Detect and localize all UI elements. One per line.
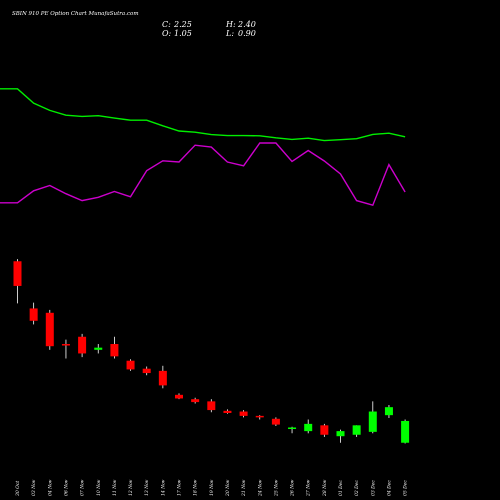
x-tick-label: 19 Nov bbox=[209, 479, 215, 496]
candle bbox=[158, 365, 167, 389]
x-tick-label: 03 Nov bbox=[31, 479, 37, 496]
x-tick-label: 03 Dec bbox=[370, 480, 376, 496]
x-tick-label: 04 Dec bbox=[386, 480, 392, 496]
candle bbox=[142, 366, 151, 376]
candle bbox=[207, 399, 216, 413]
close-value: 2.25 bbox=[173, 20, 192, 29]
candle-body bbox=[61, 344, 70, 346]
candle bbox=[255, 415, 264, 420]
chart-title: SBIN 910 PE Option Chart MunafaSutra.com bbox=[12, 11, 139, 17]
close-label: C: bbox=[162, 20, 171, 29]
candle bbox=[271, 417, 280, 427]
x-tick-label: 28 Nov bbox=[322, 479, 328, 497]
magenta-indicator-line bbox=[0, 142, 406, 207]
open-label: O: bbox=[162, 29, 172, 38]
candle bbox=[352, 425, 361, 437]
candle-body bbox=[288, 427, 297, 429]
open-value: 1.05 bbox=[174, 29, 192, 38]
x-tick-label: 12 Nov bbox=[128, 479, 134, 496]
candle bbox=[304, 419, 313, 434]
candle-body bbox=[126, 360, 135, 370]
x-tick-label: 20 Nov bbox=[225, 479, 231, 497]
candle-body bbox=[207, 401, 216, 411]
candle-body bbox=[223, 410, 232, 413]
x-tick-label: 05 Dec bbox=[403, 480, 409, 496]
green-indicator-line bbox=[0, 88, 406, 142]
candle-body bbox=[94, 347, 103, 350]
x-tick-label: 11 Nov bbox=[112, 479, 118, 496]
x-tick-label: 18 Nov bbox=[193, 479, 199, 496]
candle-body bbox=[368, 411, 377, 432]
x-tick-label: 13 Nov bbox=[144, 479, 150, 496]
low-value: 0.90 bbox=[238, 29, 256, 38]
low-label: L: bbox=[225, 29, 234, 38]
candle bbox=[78, 333, 87, 358]
x-axis: 30 Oct 03 Nov 04 Nov 06 Nov 07 Nov 10 Nov 11 N… bbox=[15, 479, 409, 497]
candle-body bbox=[320, 425, 329, 435]
x-tick-label: 17 Nov bbox=[177, 479, 183, 496]
candle-body bbox=[255, 415, 264, 418]
ohlc-readout: C: 2.25 H: 2.40 O: 1.05 L: 0.90 bbox=[162, 20, 256, 38]
candles bbox=[13, 259, 410, 444]
candle-body bbox=[352, 425, 361, 435]
candle bbox=[384, 404, 393, 419]
candle bbox=[239, 410, 248, 418]
candle-body bbox=[239, 411, 248, 416]
candle-body bbox=[110, 344, 119, 357]
candle bbox=[126, 359, 135, 371]
candle-body bbox=[45, 312, 54, 347]
candle bbox=[223, 409, 232, 414]
candle-body bbox=[271, 418, 280, 425]
candle bbox=[288, 426, 297, 434]
candle bbox=[61, 339, 70, 359]
candle bbox=[29, 302, 38, 325]
candle bbox=[175, 393, 183, 400]
candle bbox=[13, 259, 22, 304]
candle bbox=[368, 401, 377, 434]
candle-body bbox=[158, 370, 167, 386]
x-tick-label: 25 Nov bbox=[273, 479, 279, 497]
x-tick-label: 04 Nov bbox=[47, 479, 53, 496]
candle bbox=[110, 336, 119, 359]
x-tick-label: 01 Dec bbox=[338, 480, 344, 496]
x-tick-label: 27 Nov bbox=[306, 479, 312, 497]
candle-body bbox=[384, 407, 393, 416]
candle-body bbox=[142, 368, 151, 374]
x-tick-label: 26 Nov bbox=[290, 479, 296, 497]
candle-body bbox=[29, 308, 38, 321]
candle-body bbox=[336, 431, 345, 437]
candle-body bbox=[191, 399, 200, 403]
indicator-lines bbox=[0, 88, 406, 207]
x-tick-label: 02 Dec bbox=[354, 480, 360, 496]
candle bbox=[45, 309, 54, 350]
candle bbox=[336, 429, 345, 443]
x-tick-label: 30 Oct bbox=[15, 481, 21, 496]
x-tick-label: 10 Nov bbox=[96, 479, 102, 496]
candle-body bbox=[13, 261, 22, 286]
candle bbox=[320, 423, 329, 437]
high-value: 2.40 bbox=[237, 20, 256, 29]
candle-body bbox=[175, 394, 183, 399]
x-tick-label: 06 Nov bbox=[63, 479, 69, 496]
candle bbox=[191, 397, 200, 404]
candle-body bbox=[304, 423, 313, 432]
x-tick-label: 21 Nov bbox=[241, 479, 247, 497]
high-label: H: bbox=[225, 20, 236, 29]
candle bbox=[401, 419, 410, 444]
x-tick-label: 24 Nov bbox=[257, 479, 263, 497]
candle-body bbox=[401, 420, 410, 443]
candle bbox=[94, 344, 103, 354]
x-tick-label: 07 Nov bbox=[80, 479, 86, 496]
x-tick-label: 14 Nov bbox=[160, 479, 166, 496]
candle-body bbox=[78, 336, 87, 354]
